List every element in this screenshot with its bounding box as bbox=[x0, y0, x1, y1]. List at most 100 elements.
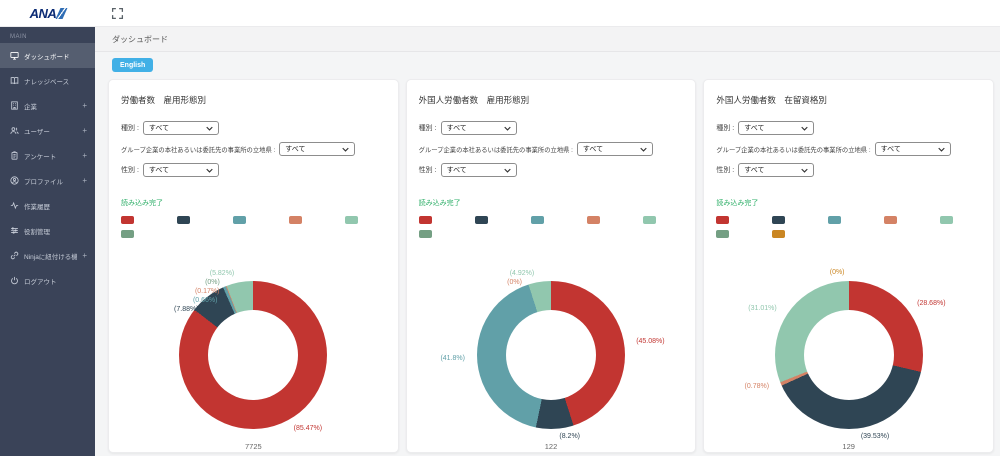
legend-swatch[interactable] bbox=[716, 230, 729, 238]
legend-swatch[interactable] bbox=[587, 216, 600, 224]
language-toggle-button[interactable]: English bbox=[112, 58, 153, 72]
gender-select-value: すべて bbox=[447, 165, 467, 175]
slice-label: (7.88%) bbox=[174, 306, 199, 314]
donut-hole bbox=[804, 310, 894, 400]
legend-swatch[interactable] bbox=[531, 216, 544, 224]
location-filter-row: グループ企業の本社あるいは委託先の事業所の立地県 : すべて bbox=[419, 142, 684, 156]
legend-swatch[interactable] bbox=[345, 216, 358, 224]
location-filter-row: グループ企業の本社あるいは委託先の事業所の立地県 : すべて bbox=[716, 142, 981, 156]
sidebar-item-work-history[interactable]: 作業履歴 bbox=[0, 193, 95, 218]
donut-chart-area: (45.08%)(8.2%)(41.8%)(0%)(4.92%) bbox=[419, 280, 684, 430]
chart-total: 7725 bbox=[121, 442, 386, 451]
location-filter-label: グループ企業の本社あるいは委託先の事業所の立地県 : bbox=[716, 145, 870, 154]
dashboard-cards: 労働者数 雇用形態別 種別 : すべて グループ企業の本社あるいは委託先の事業所… bbox=[95, 72, 1000, 461]
legend-swatch[interactable] bbox=[475, 216, 488, 224]
slice-label: (4.92%) bbox=[510, 270, 535, 278]
slice-label: (45.08%) bbox=[636, 338, 664, 346]
chart-legend bbox=[419, 216, 669, 238]
legend-swatch[interactable] bbox=[643, 216, 656, 224]
slice-label: (31.01%) bbox=[748, 305, 776, 313]
donut-hole bbox=[208, 310, 298, 400]
chevron-down-icon bbox=[206, 168, 213, 173]
slice-label: (0.17%) bbox=[195, 288, 220, 296]
foreign-workers-by-residence-card: 外国人労働者数 在留資格別 種別 : すべて グループ企業の本社あるいは委託先の… bbox=[703, 79, 994, 453]
slice-label: (39.53%) bbox=[861, 433, 889, 441]
type-select[interactable]: すべて bbox=[738, 121, 814, 135]
sidebar-item-knowledge-base[interactable]: ナレッジベース bbox=[0, 68, 95, 93]
card-title: 労働者数 雇用形態別 bbox=[121, 94, 386, 106]
slice-label: (0%) bbox=[507, 279, 522, 287]
legend-swatch[interactable] bbox=[121, 230, 134, 238]
sidebar-item-logout[interactable]: ログアウト bbox=[0, 268, 95, 293]
legend-swatch[interactable] bbox=[289, 216, 302, 224]
location-select[interactable]: すべて bbox=[577, 142, 653, 156]
legend-swatch[interactable] bbox=[828, 216, 841, 224]
role-management-icon bbox=[10, 226, 19, 235]
sidebar-item-users[interactable]: ユーザー+ bbox=[0, 118, 95, 143]
location-select-value: すべて bbox=[285, 144, 305, 154]
legend-swatch[interactable] bbox=[233, 216, 246, 224]
sidebar-item-survey[interactable]: アンケート+ bbox=[0, 143, 95, 168]
legend-swatch[interactable] bbox=[940, 216, 953, 224]
workers-by-employment-card: 労働者数 雇用形態別 種別 : すべて グループ企業の本社あるいは委託先の事業所… bbox=[108, 79, 399, 453]
sidebar-item-company[interactable]: 企業+ bbox=[0, 93, 95, 118]
type-filter-row: 種別 : すべて bbox=[121, 121, 386, 135]
type-select[interactable]: すべて bbox=[441, 121, 517, 135]
expand-plus-icon: + bbox=[82, 101, 87, 110]
fullscreen-icon[interactable] bbox=[111, 7, 124, 20]
logout-icon bbox=[10, 276, 19, 285]
legend-swatch[interactable] bbox=[121, 216, 134, 224]
sidebar-item-label: プロファイル bbox=[24, 176, 63, 186]
chevron-down-icon bbox=[504, 126, 511, 131]
company-icon bbox=[10, 101, 19, 110]
type-filter-label: 種別 : bbox=[419, 123, 437, 133]
type-select-value: すべて bbox=[149, 123, 169, 133]
legend-swatch[interactable] bbox=[177, 216, 190, 224]
sidebar-item-label: ユーザー bbox=[24, 126, 50, 136]
sidebar-item-ninja-link[interactable]: Ninjaに紐付ける機能+ bbox=[0, 243, 95, 268]
gender-select[interactable]: すべて bbox=[143, 163, 219, 177]
gender-filter-row: 性別 : すべて bbox=[716, 163, 981, 177]
legend-swatch[interactable] bbox=[419, 230, 432, 238]
donut-chart-area: (28.68%)(39.53%)(0.78%)(31.01%)(0%) bbox=[716, 280, 981, 430]
location-select-value: すべて bbox=[583, 144, 603, 154]
slice-label: (5.82%) bbox=[210, 270, 235, 278]
type-select-value: すべて bbox=[744, 123, 764, 133]
card-title: 外国人労働者数 在留資格別 bbox=[716, 94, 981, 106]
sidebar-item-profile[interactable]: プロファイル+ bbox=[0, 168, 95, 193]
location-filter-label: グループ企業の本社あるいは委託先の事業所の立地県 : bbox=[419, 145, 573, 154]
legend-swatch[interactable] bbox=[716, 216, 729, 224]
legend-swatch[interactable] bbox=[419, 216, 432, 224]
chart-legend bbox=[716, 216, 966, 238]
gender-filter-label: 性別 : bbox=[419, 165, 437, 175]
breadcrumb: ダッシュボード bbox=[112, 34, 168, 45]
slice-label: (85.47%) bbox=[294, 425, 322, 433]
sidebar-item-label: ナレッジベース bbox=[24, 76, 69, 86]
chevron-down-icon bbox=[801, 168, 808, 173]
type-select[interactable]: すべて bbox=[143, 121, 219, 135]
gender-select[interactable]: すべて bbox=[441, 163, 517, 177]
location-select[interactable]: すべて bbox=[875, 142, 951, 156]
gender-filter-row: 性別 : すべて bbox=[419, 163, 684, 177]
type-filter-label: 種別 : bbox=[716, 123, 734, 133]
gender-select-value: すべて bbox=[149, 165, 169, 175]
sidebar-item-role-management[interactable]: 役割管理 bbox=[0, 218, 95, 243]
chart-total: 129 bbox=[716, 442, 981, 451]
type-filter-row: 種別 : すべて bbox=[419, 121, 684, 135]
sidebar-item-label: 作業履歴 bbox=[24, 201, 50, 211]
dashboard-icon bbox=[10, 51, 19, 60]
gender-select[interactable]: すべて bbox=[738, 163, 814, 177]
legend-swatch[interactable] bbox=[772, 216, 785, 224]
knowledge-base-icon bbox=[10, 76, 19, 85]
chart-legend bbox=[121, 216, 371, 238]
sidebar-item-label: アンケート bbox=[24, 151, 56, 161]
location-select[interactable]: すべて bbox=[279, 142, 355, 156]
main-content: ダッシュボード English 労働者数 雇用形態別 種別 : すべて グループ… bbox=[95, 27, 1000, 456]
breadcrumb-bar: ダッシュボード bbox=[95, 27, 1000, 52]
donut-hole bbox=[506, 310, 596, 400]
ana-logo-slash-icon bbox=[56, 8, 68, 19]
sidebar-item-dashboard[interactable]: ダッシュボード bbox=[0, 43, 95, 68]
legend-swatch[interactable] bbox=[884, 216, 897, 224]
card-title: 外国人労働者数 雇用形態別 bbox=[419, 94, 684, 106]
legend-swatch[interactable] bbox=[772, 230, 785, 238]
